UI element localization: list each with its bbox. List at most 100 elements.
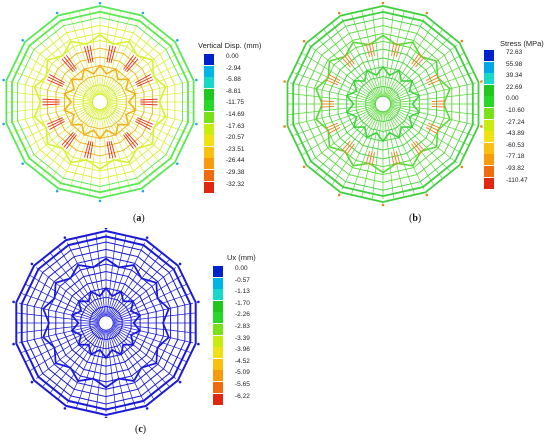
legend-value: -2.26 xyxy=(235,311,250,319)
radial-rib xyxy=(107,91,193,102)
radial-rib xyxy=(112,267,176,319)
radial-rib xyxy=(315,109,378,172)
hot-segment xyxy=(327,127,341,135)
radial-rib xyxy=(290,105,376,126)
radial-rib xyxy=(110,329,162,393)
radial-rib xyxy=(113,283,187,320)
hot-segment xyxy=(83,140,90,158)
hot-segment xyxy=(365,43,371,57)
hot-segment xyxy=(411,143,420,156)
radial-rib xyxy=(18,302,99,322)
radial-rib xyxy=(293,106,376,136)
hot-segment xyxy=(140,103,158,106)
radial-rib xyxy=(108,238,136,316)
radial-rib xyxy=(389,53,464,101)
radial-rib xyxy=(112,327,176,379)
hot-segment xyxy=(427,122,441,129)
radial-rib xyxy=(113,324,194,344)
hot-segment xyxy=(341,56,351,68)
ring-line xyxy=(24,24,176,180)
ring-line xyxy=(39,40,161,164)
support-node xyxy=(30,262,34,266)
radial-rib xyxy=(105,35,167,97)
hot-segment xyxy=(320,100,335,103)
radial-rib xyxy=(288,93,376,104)
radial-rib xyxy=(11,104,93,134)
hot-segment xyxy=(89,45,94,63)
hot-segment xyxy=(110,46,117,64)
radial-rib xyxy=(17,323,99,334)
radial-rib xyxy=(308,108,377,164)
radial-rib xyxy=(30,326,100,371)
legend-swatch xyxy=(204,181,214,193)
radial-rib xyxy=(389,108,458,164)
radial-rib xyxy=(103,22,150,96)
radial-rib xyxy=(302,107,377,155)
radial-rib xyxy=(59,17,97,95)
radial-rib xyxy=(33,107,95,169)
hot-segment xyxy=(368,42,373,57)
hot-segment xyxy=(106,45,111,63)
radial-rib xyxy=(76,330,104,408)
hot-segment xyxy=(126,58,139,73)
radial-rib xyxy=(30,275,100,320)
legend-swatch xyxy=(484,50,494,61)
support-node xyxy=(381,1,385,5)
radial-rib xyxy=(113,302,194,322)
support-node xyxy=(460,165,464,169)
legend-value: 39.34 xyxy=(506,72,523,80)
support-node xyxy=(197,342,200,346)
support-node xyxy=(2,122,5,126)
hot-segment xyxy=(63,56,76,71)
radial-rib xyxy=(100,109,111,195)
radial-rib xyxy=(105,107,167,169)
radial-rib xyxy=(102,109,132,191)
ring-line xyxy=(26,241,186,405)
radial-rib xyxy=(21,293,99,321)
radial-rib xyxy=(106,105,180,152)
radial-rib xyxy=(42,259,101,318)
radial-rib xyxy=(9,103,93,124)
radial-rib xyxy=(388,36,451,99)
hot-segment xyxy=(325,122,339,129)
legend-value: -3.96 xyxy=(235,346,250,354)
support-node xyxy=(145,236,149,239)
support-node xyxy=(21,162,24,165)
hot-segment xyxy=(123,54,134,70)
hot-segment xyxy=(393,42,398,57)
radial-rib xyxy=(113,293,191,321)
hot-segment xyxy=(61,58,74,73)
ring-line xyxy=(298,17,468,191)
legend-title-c: Ux (mm) xyxy=(227,253,256,262)
legend-value: -23.51 xyxy=(226,145,245,153)
hot-segment xyxy=(135,120,151,130)
radial-rib xyxy=(109,330,146,404)
ring-line xyxy=(329,48,437,160)
legend-value: -29.38 xyxy=(226,169,245,176)
caption-c: (c) xyxy=(135,424,147,435)
legend-swatch xyxy=(204,100,214,112)
ring-line xyxy=(32,32,168,172)
ring-line xyxy=(82,84,118,120)
radial-rib xyxy=(100,9,111,95)
radial-rib xyxy=(388,109,451,172)
hot-segment xyxy=(346,52,355,65)
radial-rib xyxy=(7,91,93,102)
hot-segment xyxy=(426,76,440,84)
dome-plot-c xyxy=(12,228,200,418)
support-node xyxy=(141,11,145,15)
support-node xyxy=(12,342,15,346)
hot-segment xyxy=(66,54,77,70)
radial-rib xyxy=(113,325,191,353)
legend-swatch xyxy=(204,135,214,147)
radial-rib xyxy=(390,106,473,136)
radial-rib xyxy=(106,106,174,161)
hot-segment xyxy=(425,127,439,135)
radial-rib xyxy=(106,52,180,99)
legend-value: -14.69 xyxy=(226,111,245,118)
legend-swatch xyxy=(204,112,214,123)
support-node xyxy=(197,300,200,304)
legend-value: -110.47 xyxy=(506,176,528,184)
legend-swatch xyxy=(213,393,223,405)
support-node xyxy=(195,78,198,82)
